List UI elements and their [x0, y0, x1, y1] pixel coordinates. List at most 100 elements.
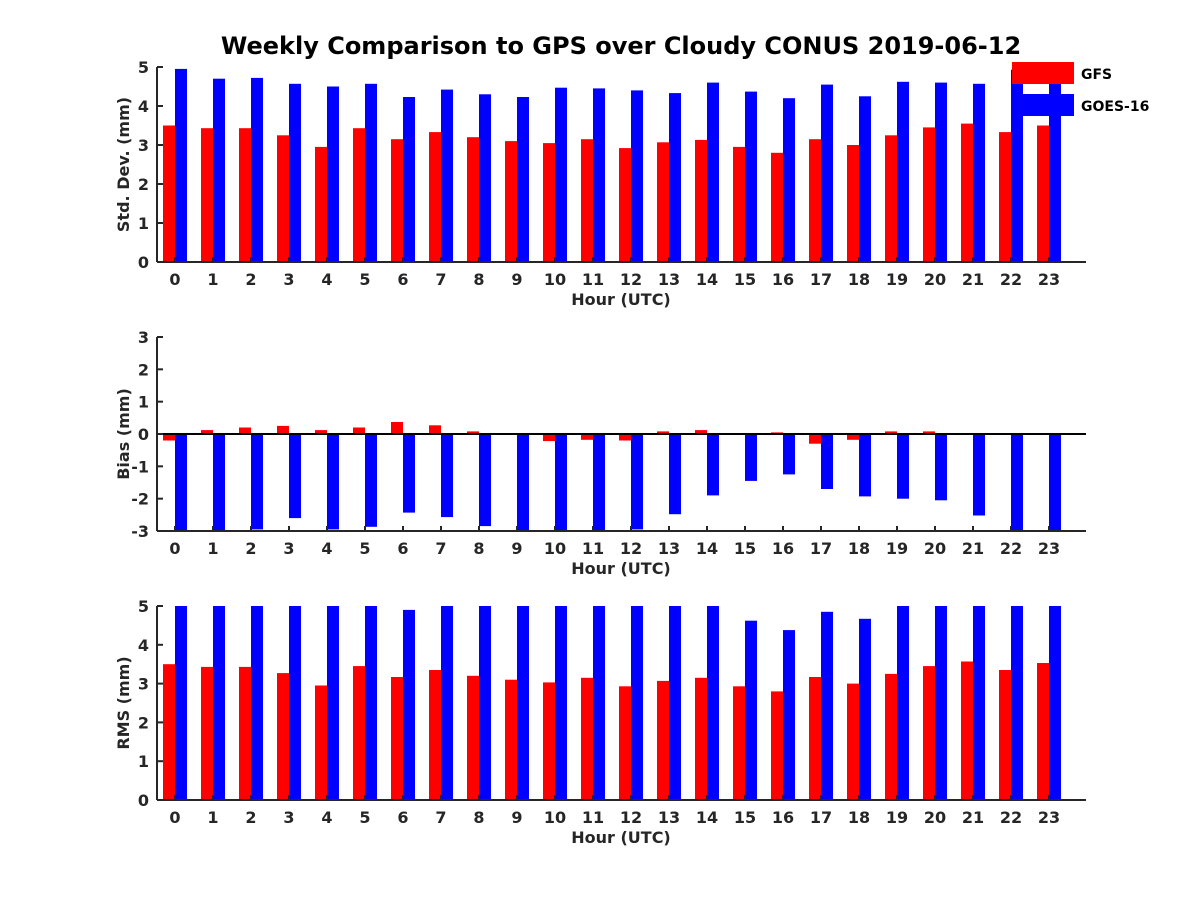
bar-goes16-1: [213, 606, 225, 800]
bar-goes16-0: [175, 68, 187, 263]
bar-gfs-0: [163, 664, 175, 800]
bar-gfs-12: [619, 686, 631, 800]
x-tick-label: 9: [511, 808, 522, 827]
bar-goes16-1: [213, 434, 225, 531]
x-tick-label: 9: [511, 270, 522, 289]
x-tick-label: 17: [810, 270, 832, 289]
x-tick-label: 22: [1000, 270, 1022, 289]
bar-goes16-15: [745, 620, 757, 800]
legend-swatch-gfs: [1012, 62, 1074, 84]
bar-goes16-19: [897, 81, 909, 262]
bar-goes16-14: [707, 434, 719, 496]
x-tick-label: 11: [582, 808, 604, 827]
bar-goes16-7: [441, 434, 453, 518]
x-tick-label: 0: [169, 270, 180, 289]
bar-gfs-17: [809, 434, 821, 444]
bar-gfs-10: [543, 143, 555, 262]
x-tick-label: 3: [283, 270, 294, 289]
bar-gfs-8: [467, 137, 479, 262]
legend-label-gfs: GFS: [1081, 67, 1112, 83]
bar-goes16-23: [1049, 434, 1061, 531]
bar-goes16-17: [821, 84, 833, 262]
x-tick-label: 21: [962, 539, 984, 558]
y-axis-label: RMS (mm): [114, 656, 133, 749]
x-tick-label: 7: [435, 808, 446, 827]
bar-gfs-0: [163, 125, 175, 262]
x-tick-label: 19: [886, 808, 908, 827]
x-tick-label: 7: [435, 270, 446, 289]
x-tick-label: 20: [924, 270, 946, 289]
bar-gfs-18: [847, 683, 859, 800]
bar-gfs-2: [239, 666, 251, 800]
x-tick-label: 16: [772, 539, 794, 558]
bar-goes16-7: [441, 606, 453, 800]
bar-goes16-8: [479, 94, 491, 262]
x-tick-label: 13: [658, 270, 680, 289]
x-tick-label: 20: [924, 808, 946, 827]
bar-gfs-3: [277, 425, 289, 434]
bar-gfs-19: [885, 431, 897, 434]
bar-goes16-0: [175, 434, 187, 531]
bar-gfs-1: [201, 666, 213, 800]
bar-gfs-7: [429, 132, 441, 262]
legend-label-goes16: GOES-16: [1081, 99, 1149, 115]
bar-goes16-12: [631, 90, 643, 263]
bar-goes16-4: [327, 86, 339, 262]
x-tick-label: 23: [1038, 539, 1060, 558]
bar-goes16-22: [1011, 69, 1023, 262]
bar-gfs-14: [695, 430, 707, 434]
bar-goes16-20: [935, 434, 947, 501]
bar-goes16-8: [479, 434, 491, 527]
bar-gfs-19: [885, 673, 897, 800]
bar-goes16-4: [327, 434, 339, 530]
x-tick-label: 10: [544, 808, 566, 827]
x-tick-label: 2: [245, 539, 256, 558]
bar-goes16-22: [1011, 434, 1023, 531]
x-tick-label: 15: [734, 539, 756, 558]
bar-gfs-10: [543, 434, 555, 442]
x-tick-label: 11: [582, 270, 604, 289]
x-tick-label: 0: [169, 808, 180, 827]
x-tick-label: 18: [848, 270, 870, 289]
bar-gfs-5: [353, 427, 365, 434]
x-tick-label: 13: [658, 539, 680, 558]
x-tick-label: 3: [283, 808, 294, 827]
x-tick-label: 5: [359, 539, 370, 558]
bar-goes16-9: [517, 434, 529, 531]
legend-swatch-goes16: [1012, 94, 1074, 116]
bar-goes16-11: [593, 88, 605, 263]
bar-goes16-17: [821, 434, 833, 489]
bar-gfs-21: [961, 661, 973, 800]
bar-goes16-21: [973, 434, 985, 516]
bar-goes16-14: [707, 82, 719, 262]
x-tick-label: 8: [473, 270, 484, 289]
bar-goes16-1: [213, 78, 225, 262]
bar-gfs-6: [391, 677, 403, 800]
bar-gfs-22: [999, 670, 1011, 800]
x-tick-label: 18: [848, 808, 870, 827]
bar-gfs-19: [885, 135, 897, 263]
bar-goes16-3: [289, 606, 301, 800]
x-tick-label: 16: [772, 808, 794, 827]
x-tick-label: 13: [658, 808, 680, 827]
x-tick-label: 14: [696, 270, 718, 289]
bar-goes16-5: [365, 83, 377, 262]
bar-gfs-14: [695, 677, 707, 800]
bar-gfs-3: [277, 673, 289, 800]
bar-gfs-5: [353, 128, 365, 262]
x-tick-label: 22: [1000, 808, 1022, 827]
x-tick-label: 14: [696, 808, 718, 827]
bar-goes16-6: [403, 97, 415, 262]
bar-gfs-2: [239, 427, 251, 434]
bar-goes16-2: [251, 606, 263, 800]
x-tick-label: 23: [1038, 270, 1060, 289]
y-tick-label: 2: [138, 175, 149, 194]
bar-goes16-21: [973, 606, 985, 800]
bar-gfs-15: [733, 146, 745, 262]
x-tick-label: 12: [620, 539, 642, 558]
bar-goes16-13: [669, 606, 681, 800]
y-tick-label: -1: [131, 457, 149, 476]
bar-gfs-17: [809, 139, 821, 262]
x-tick-label: 19: [886, 270, 908, 289]
